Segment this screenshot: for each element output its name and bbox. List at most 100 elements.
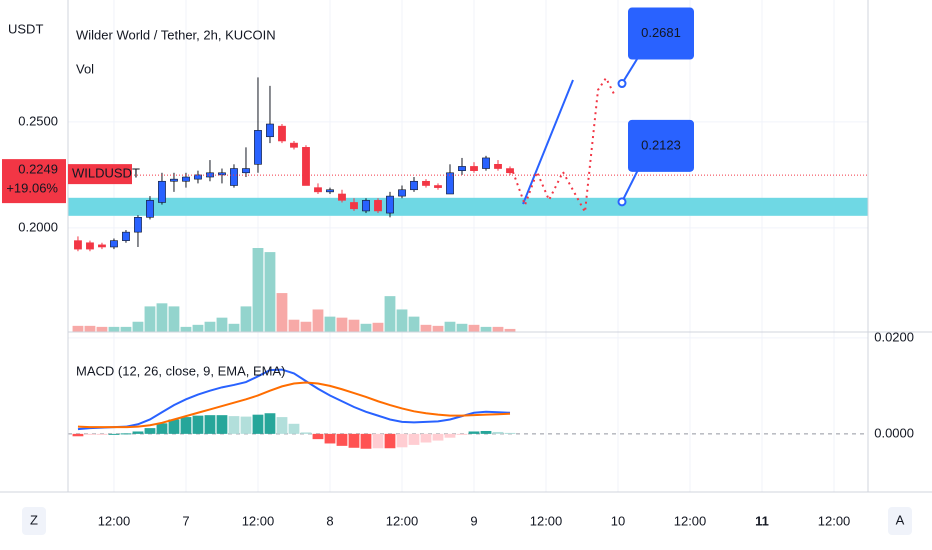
candle-body (338, 193, 346, 201)
volume-bar (192, 324, 204, 332)
volume-bar (204, 321, 216, 332)
candle-body (302, 147, 310, 186)
macd-histogram-bar (372, 433, 384, 449)
volume-bar (360, 323, 372, 332)
chart-title: Wilder World / Tether, 2h, KUCOIN (76, 27, 276, 42)
x-tick-label: 11 (755, 513, 769, 528)
volume-bar (96, 326, 108, 332)
candle-body (446, 172, 454, 195)
callout-box (628, 119, 694, 172)
volume-bar (312, 309, 324, 332)
change-label: +19.06% (6, 181, 58, 196)
macd-histogram-bar (144, 428, 156, 434)
volume-bar (420, 324, 432, 332)
y-tick-label: 0.2500 (18, 113, 58, 128)
volume-bar (444, 321, 456, 332)
candle-body (362, 200, 370, 212)
y-axis-label: USDT (8, 21, 43, 36)
signal-line (77, 381, 511, 429)
volume-label: Vol (76, 61, 94, 76)
x-tick-label: 12:00 (98, 513, 131, 528)
macd-histogram-bar (384, 433, 396, 449)
volume-bar (228, 323, 240, 332)
volume-bar (384, 296, 396, 332)
volume-bar (264, 252, 276, 332)
scale-button-label[interactable]: Z (30, 512, 38, 527)
x-tick-label: 12:00 (674, 513, 707, 528)
candle-body (254, 130, 262, 165)
x-tick-label: 12:00 (386, 513, 419, 528)
volume-bar (348, 319, 360, 332)
candle-body (494, 164, 502, 169)
candle-body (398, 189, 406, 197)
macd-histogram-bar (432, 433, 444, 441)
x-tick-label: 12:00 (530, 513, 563, 528)
macd-layer (72, 368, 516, 449)
candle-body (230, 168, 238, 186)
callout-label: 0.2123 (641, 137, 681, 152)
scale-button[interactable] (22, 507, 46, 535)
candle-body (146, 200, 154, 218)
volume-bar (156, 303, 168, 332)
macd-histogram-bar (396, 433, 408, 448)
x-tick-label: 12:00 (818, 513, 851, 528)
candle-body (314, 187, 322, 193)
candle-body (482, 157, 490, 169)
volume-bar (408, 316, 420, 332)
macd-histogram-bar (216, 415, 228, 434)
macd-histogram-bar (276, 417, 288, 434)
callout-pointer (621, 169, 639, 203)
scale-button[interactable] (888, 507, 912, 535)
macd-histogram-bar (360, 433, 372, 449)
macd-histogram-bar (288, 423, 300, 434)
volume-bar (168, 306, 180, 332)
support-zone (68, 197, 868, 216)
scale-button-label[interactable]: A (896, 512, 905, 527)
callout-anchor (617, 197, 627, 207)
volume-bar (108, 326, 120, 332)
volume-bar (372, 322, 384, 332)
x-tick-label: 9 (470, 513, 477, 528)
volume-bar (252, 248, 264, 332)
volume-bar (240, 306, 252, 332)
volume-bar (324, 316, 336, 332)
macd-histogram-bar (300, 432, 312, 434)
volume-bar (84, 325, 96, 332)
callout-pointer (621, 57, 639, 85)
macd-histogram-bar (480, 430, 492, 434)
volume-bar (456, 323, 468, 332)
volume-bar (504, 328, 516, 332)
symbol-label: WILDUSDT (72, 166, 140, 181)
candle-body (218, 172, 226, 176)
volume-bar (336, 317, 348, 332)
candle-body (170, 178, 178, 182)
candle-body (326, 189, 334, 193)
macd-histogram-bar (168, 419, 180, 434)
volume-bar (300, 321, 312, 332)
candle-layer (74, 77, 514, 252)
macd-histogram-bar (468, 431, 480, 434)
candle-body (182, 176, 190, 182)
candle-body (506, 168, 514, 174)
macd-label: MACD (12, 26, close, 9, EMA, EMA) (76, 363, 286, 378)
x-tick-label: 7 (182, 513, 189, 528)
candle-body (278, 125, 286, 142)
macd-histogram-bar (324, 433, 336, 444)
volume-bar (72, 325, 84, 332)
macd-histogram-bar (228, 416, 240, 434)
volume-bar (216, 317, 228, 332)
candle-body (374, 200, 382, 212)
volume-bar (396, 309, 408, 332)
candle-body (122, 231, 130, 241)
callout-anchor (617, 79, 627, 89)
volume-layer (72, 248, 516, 332)
macd-histogram-bar (72, 433, 84, 437)
candle-body (242, 168, 250, 174)
grid (68, 0, 868, 492)
price-badge (2, 159, 66, 204)
macd-histogram-bar (408, 433, 420, 445)
candle-body (434, 185, 442, 188)
volume-bar (180, 326, 192, 332)
zone-layer (68, 197, 868, 216)
